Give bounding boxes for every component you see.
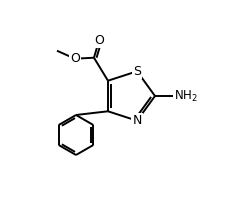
Text: N: N (132, 114, 142, 127)
Text: O: O (94, 34, 104, 47)
Text: S: S (133, 65, 141, 78)
Text: O: O (70, 52, 80, 65)
Text: NH$_2$: NH$_2$ (174, 88, 198, 104)
